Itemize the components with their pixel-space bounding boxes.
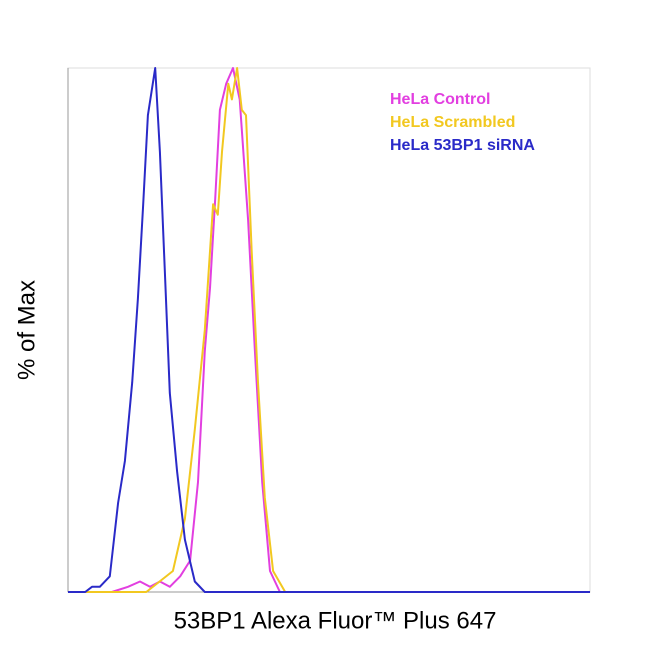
legend-entry: HeLa Scrambled <box>390 114 515 131</box>
series-line <box>68 67 590 593</box>
legend-entry: HeLa Control <box>390 91 490 108</box>
legend-entry: HeLa 53BP1 siRNA <box>390 137 535 154</box>
y-axis-label: % of Max <box>13 280 40 380</box>
series-line <box>68 67 590 593</box>
series-line <box>68 67 590 593</box>
x-axis-label: 53BP1 Alexa Fluor™ Plus 647 <box>174 607 497 634</box>
